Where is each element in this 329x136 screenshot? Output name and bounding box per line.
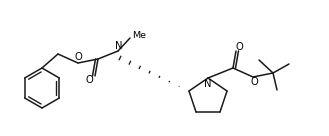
Text: O: O xyxy=(250,77,258,87)
Text: N: N xyxy=(204,79,212,89)
Text: O: O xyxy=(74,52,82,62)
Text: O: O xyxy=(235,42,243,52)
Text: N: N xyxy=(115,41,123,51)
Text: O: O xyxy=(85,75,93,85)
Text: Me: Me xyxy=(132,32,146,41)
